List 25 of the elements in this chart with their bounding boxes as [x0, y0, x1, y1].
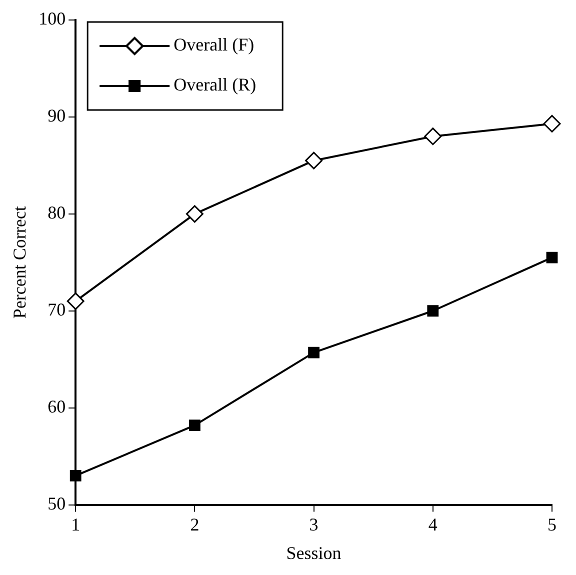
point [427, 305, 439, 317]
point [186, 205, 204, 223]
point [70, 470, 82, 482]
point [308, 346, 320, 358]
y-tick-label: 80 [48, 202, 66, 223]
x-tick-label: 2 [190, 514, 200, 534]
point [424, 128, 442, 146]
x-tick-label: 3 [309, 514, 318, 534]
x-tick-label: 5 [548, 514, 556, 534]
y-tick-label: 100 [38, 8, 66, 29]
point [305, 152, 323, 170]
x-tick-label: 4 [428, 514, 438, 534]
y-tick-label: 60 [48, 396, 66, 417]
legend-label: Overall (R) [174, 74, 256, 95]
y-tick-label: 50 [48, 494, 66, 514]
point [189, 420, 200, 431]
x-tick-label: 1 [71, 514, 80, 534]
y-axis-title: Percent Correct [10, 206, 30, 319]
x-axis-title: Session [286, 542, 342, 563]
legend-label: Overall (F) [174, 34, 254, 55]
y-tick-label: 70 [48, 300, 66, 320]
point [543, 114, 561, 132]
point [546, 252, 558, 264]
y-tick-label: 90 [48, 106, 66, 126]
point [66, 292, 84, 310]
